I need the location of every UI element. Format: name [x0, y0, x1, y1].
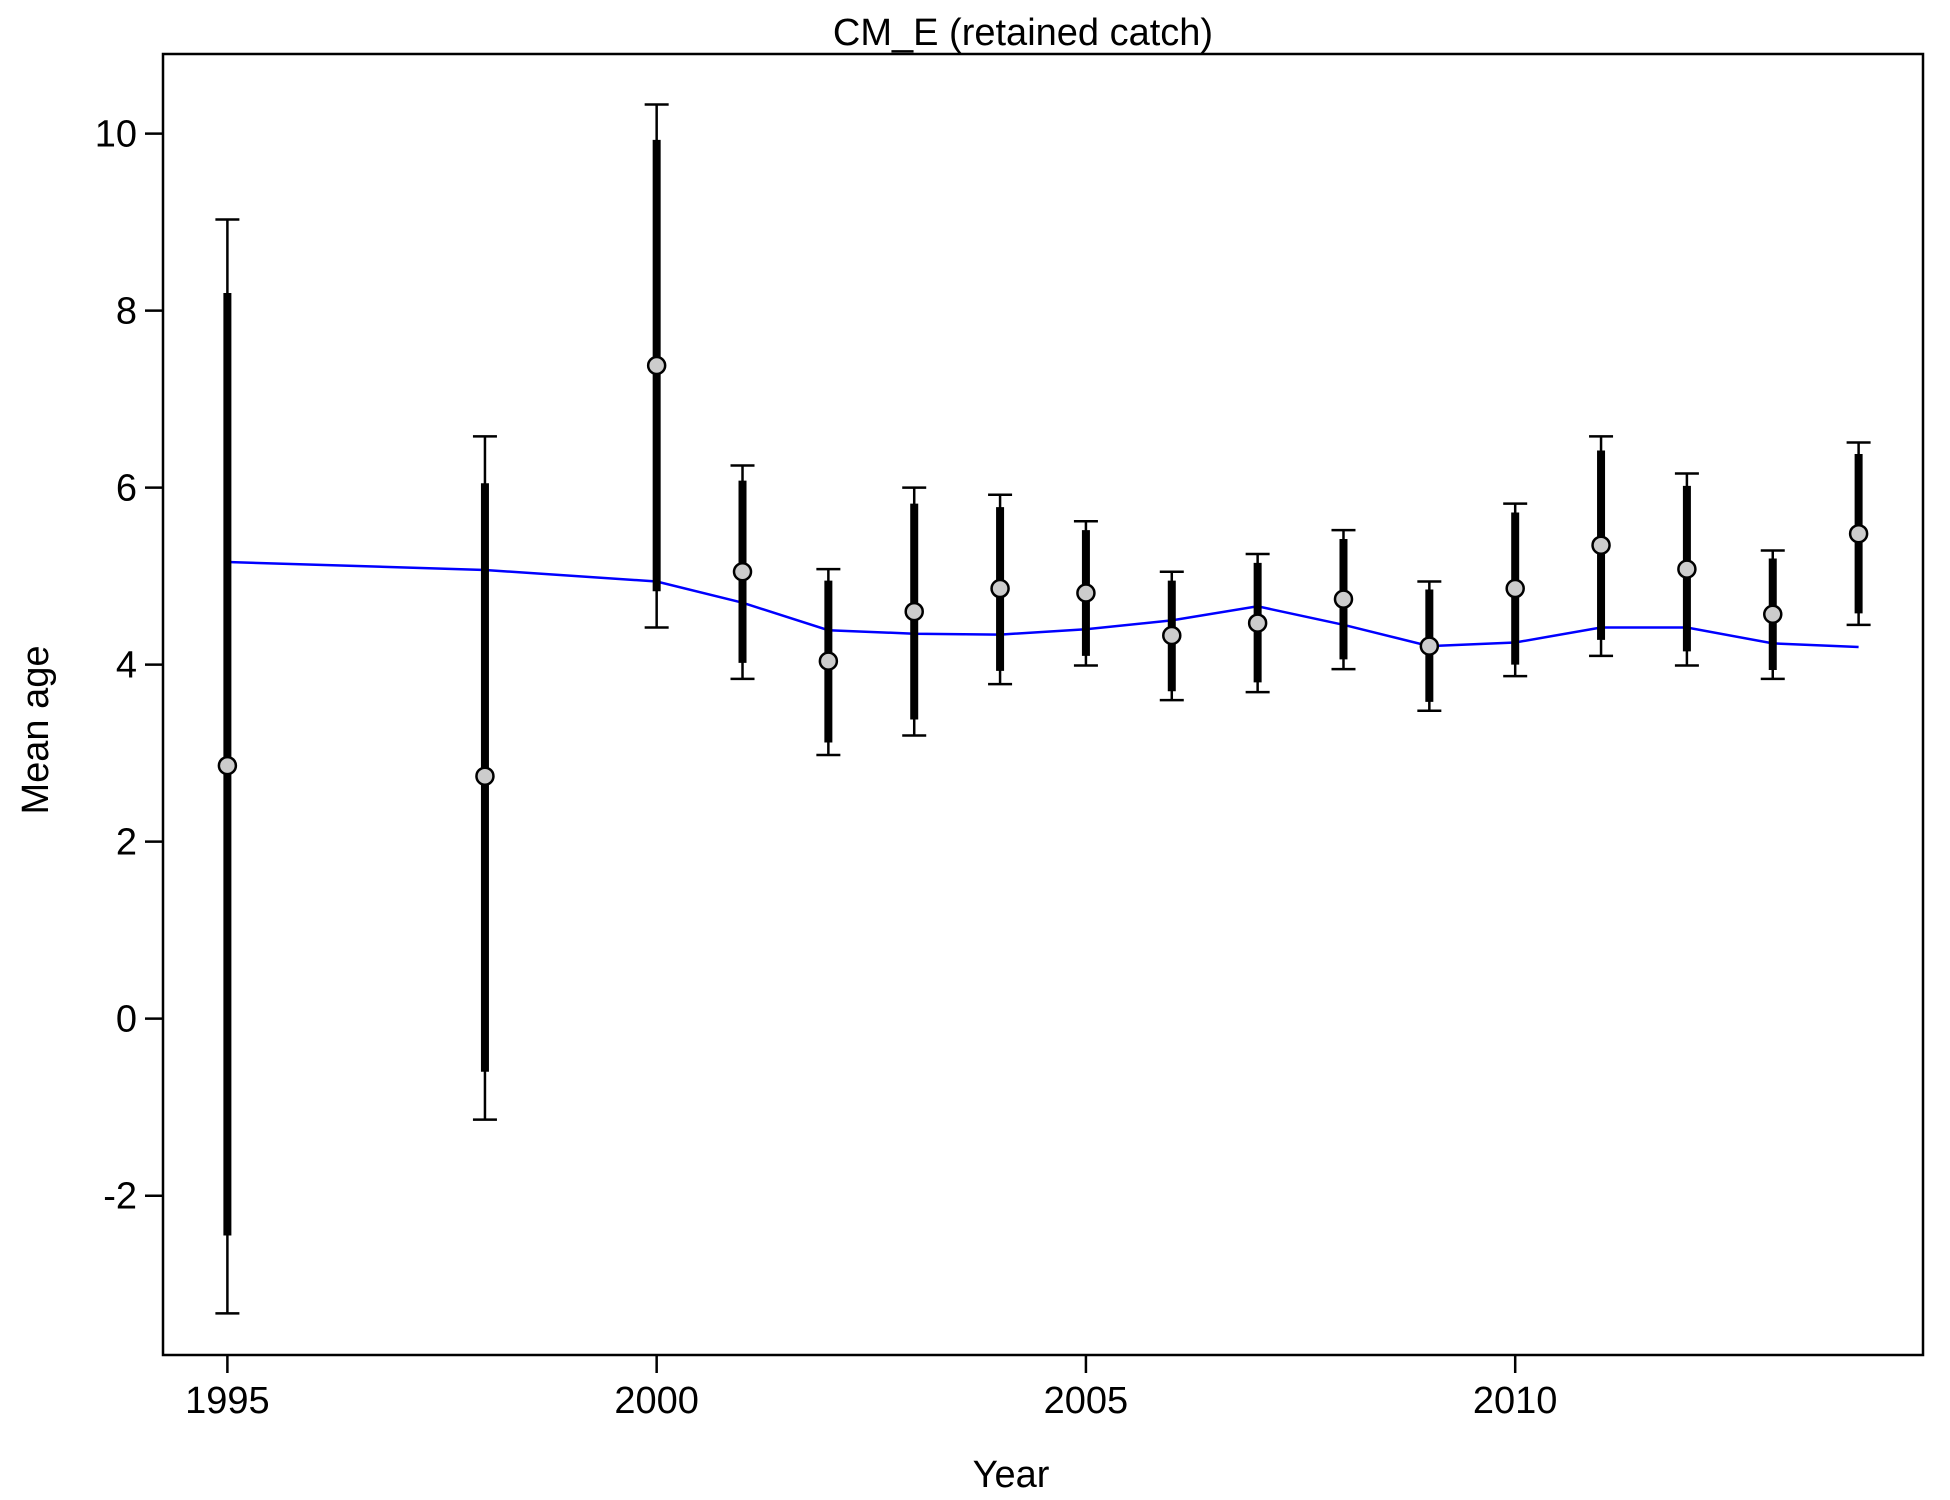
observed-point [1677, 559, 1697, 579]
observed-point [475, 766, 495, 786]
observation [1331, 528, 1356, 671]
y-tick-label: 6 [116, 468, 137, 510]
y-tick-label: -2 [103, 1176, 137, 1218]
y-tick-label: 8 [116, 291, 137, 333]
observed-point [1419, 636, 1440, 656]
observation [1760, 549, 1785, 681]
observed-point [1848, 523, 1869, 544]
observed-point [1505, 578, 1525, 599]
observation [1159, 570, 1184, 702]
observation [730, 464, 755, 681]
observation [1417, 580, 1442, 712]
observed-point [1333, 589, 1354, 609]
observation [902, 486, 927, 737]
observed-point [990, 578, 1010, 599]
observation [1073, 520, 1098, 667]
y-axis-title: Mean age [15, 645, 57, 814]
observed-point [818, 651, 839, 671]
observation [215, 218, 240, 1315]
x-axis: 1995 2000 2005 2010 [185, 1355, 1557, 1422]
observed-series [215, 103, 1871, 1315]
x-tick-label: 2005 [1044, 1380, 1129, 1422]
observation [816, 567, 841, 757]
observation [1503, 502, 1528, 678]
observation [1245, 552, 1270, 694]
plot-frame [161, 52, 1925, 1357]
observation [1674, 472, 1699, 667]
observed-point [1763, 604, 1783, 624]
chart-title: CM_E (retained catch) [833, 12, 1213, 54]
y-tick-label: 4 [116, 645, 137, 687]
y-axis: -2 0 2 4 6 8 10 [95, 114, 163, 1218]
observation [1846, 441, 1871, 627]
x-tick-label: 1995 [185, 1380, 270, 1422]
x-axis-title: Year [973, 1454, 1050, 1496]
observed-point [646, 355, 667, 376]
observed-point [904, 601, 924, 622]
observed-point [732, 561, 753, 582]
observation [472, 435, 497, 1121]
observation [1589, 435, 1614, 658]
observed-point [1247, 613, 1268, 633]
observed-point [217, 755, 238, 776]
y-tick-label: 0 [116, 999, 137, 1041]
observed-point [1591, 535, 1611, 555]
x-tick-label: 2010 [1473, 1380, 1558, 1422]
observation [988, 493, 1013, 686]
observed-point [1162, 625, 1182, 646]
y-tick-label: 10 [95, 114, 137, 156]
x-tick-label: 2000 [614, 1380, 699, 1422]
observation [644, 103, 669, 629]
y-tick-label: 2 [116, 822, 137, 864]
observed-point [1076, 583, 1096, 603]
